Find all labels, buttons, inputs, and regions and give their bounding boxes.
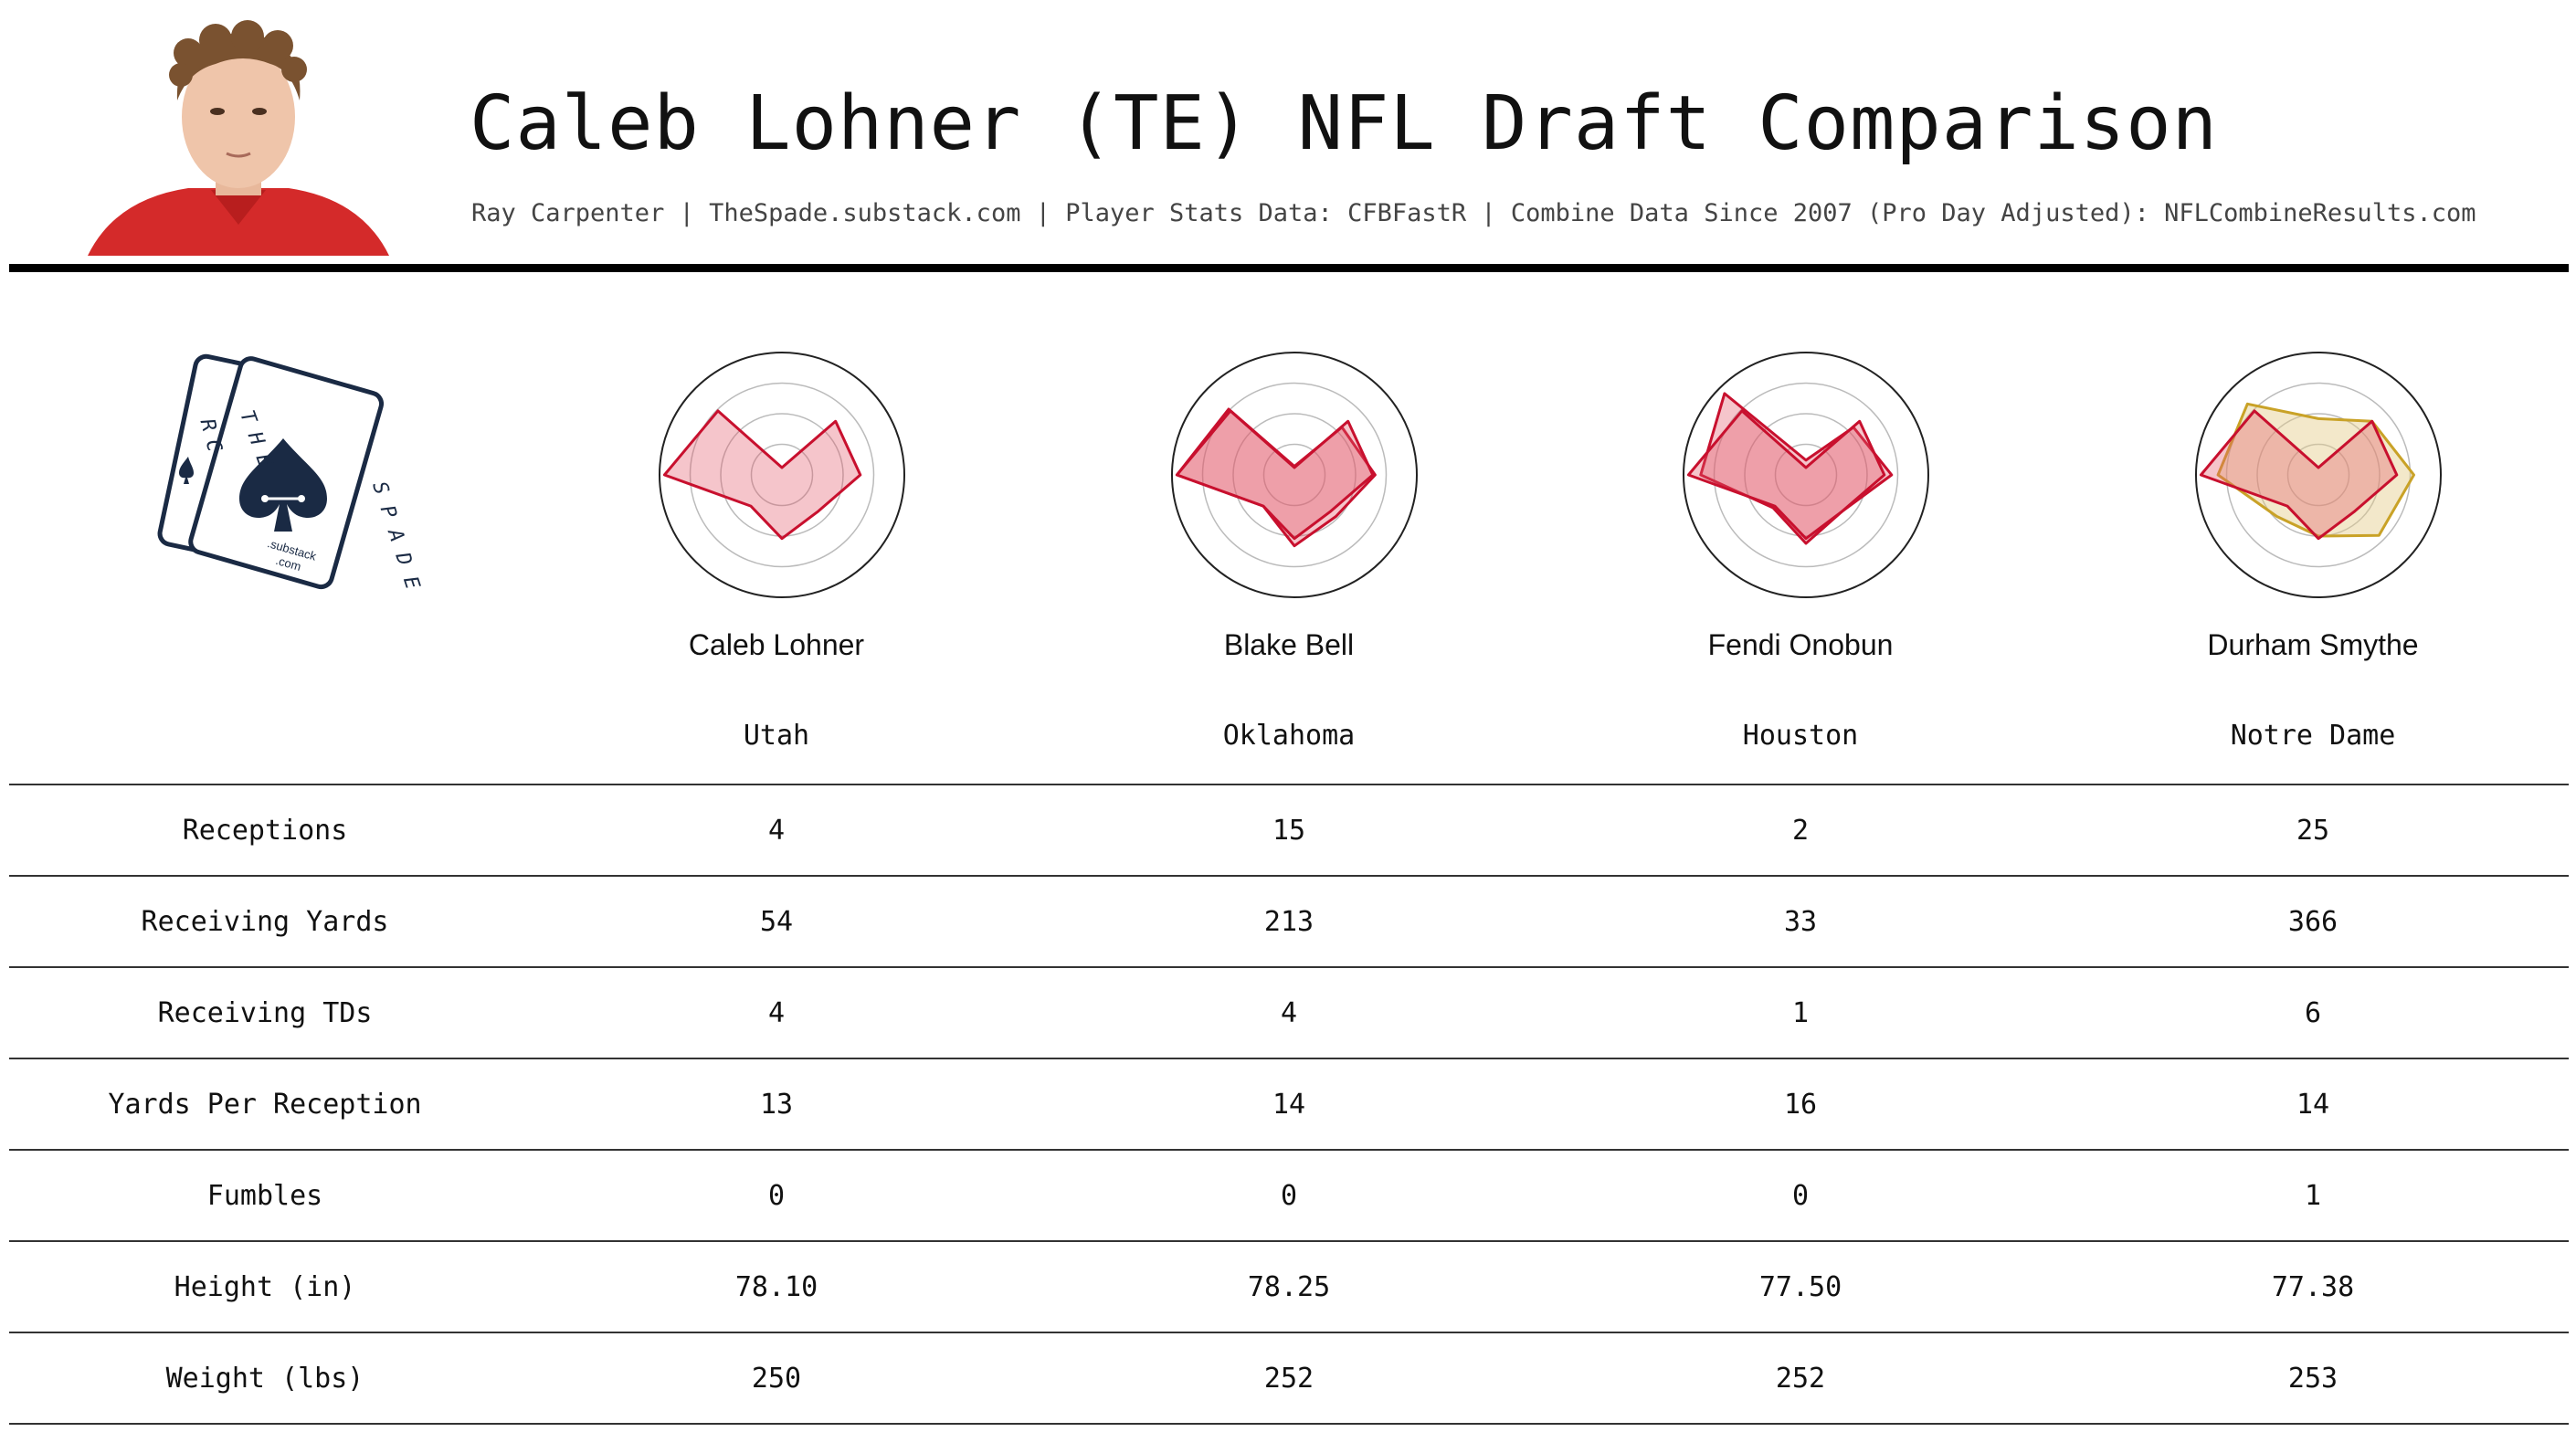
radar-grid-ring	[720, 413, 844, 537]
radar-outer-ring	[1171, 352, 1418, 598]
table-row: Receiving Yards 54 213 33 366	[9, 875, 2569, 966]
radar-grid-ring	[1232, 413, 1357, 537]
table-cell: 78.10	[734, 1271, 818, 1303]
radar-grid-ring	[1774, 443, 1838, 507]
row-label: Receptions	[182, 815, 348, 847]
radar-grid-ring	[1262, 443, 1326, 507]
radar-grid-ring	[1713, 382, 1899, 568]
radar-grid-ring	[1201, 382, 1388, 568]
player-school: Houston	[1742, 720, 1859, 752]
logo-letters-right: SPADE	[367, 479, 428, 604]
row-label: Weight (lbs)	[165, 1363, 364, 1395]
player-name: Fendi Onobun	[1707, 628, 1894, 661]
radar-series-baseline	[1686, 409, 1886, 541]
radar-chart	[659, 352, 905, 598]
stats-table: Receptions 4 15 2 25 Receiving Yards 54 213 33 36…	[9, 784, 2569, 1425]
table-cell: 0	[1280, 1180, 1298, 1212]
table-row: Height (in) 78.10 78.25 77.50 77.38	[9, 1240, 2569, 1332]
table-row: Weight (lbs) 250 252 252 253	[9, 1332, 2569, 1425]
table-cell: 4	[767, 997, 786, 1029]
radar-chart	[2195, 352, 2442, 598]
row-label: Receiving Yards	[141, 906, 389, 938]
table-cell: 250	[751, 1363, 802, 1395]
table-cell: 14	[1272, 1089, 1306, 1121]
row-label: Fumbles	[206, 1180, 323, 1212]
table-row: Fumbles 0 0 0 1	[9, 1149, 2569, 1240]
player-school: Utah	[743, 720, 810, 752]
table-cell: 252	[1775, 1363, 1826, 1395]
table-cell: 1	[2304, 1180, 2322, 1212]
table-cell: 13	[759, 1089, 794, 1121]
radar-grid-ring	[1744, 413, 1868, 537]
table-cell: 15	[1272, 815, 1306, 847]
table-cell: 253	[2287, 1363, 2338, 1395]
row-label: Receiving TDs	[157, 997, 373, 1029]
page-title: Caleb Lohner (TE) NFL Draft Comparison	[470, 80, 2218, 167]
table-cell: 16	[1783, 1089, 1818, 1121]
table-cell: 77.50	[1758, 1271, 1842, 1303]
player-name: Caleb Lohner	[688, 628, 865, 661]
row-label: Yards Per Reception	[108, 1089, 422, 1121]
radar-outer-ring	[2195, 352, 2442, 598]
header: Caleb Lohner (TE) NFL Draft Comparison R…	[0, 0, 2576, 274]
player-school: Oklahoma	[1222, 720, 1356, 752]
player-column: Blake Bell Oklahoma	[1106, 338, 1472, 758]
page-subtitle: Ray Carpenter | TheSpade.substack.com | …	[471, 199, 2476, 227]
radar-grid-ring	[689, 382, 875, 568]
radar-outer-ring	[1683, 352, 1929, 598]
radar-series-baseline	[2199, 409, 2399, 541]
table-cell: 4	[767, 815, 786, 847]
player-column: Durham Smythe Notre Dame	[2130, 338, 2496, 758]
table-cell: 14	[2296, 1089, 2330, 1121]
table-cell: 366	[2287, 906, 2338, 938]
table-row: Yards Per Reception 13 14 16 14	[9, 1058, 2569, 1149]
radar-grid-ring	[750, 443, 814, 507]
table-cell: 54	[759, 906, 794, 938]
player-headshot	[88, 16, 389, 256]
table-row: Receptions 4 15 2 25	[9, 784, 2569, 875]
player-column: Fendi Onobun Houston	[1618, 338, 1983, 758]
radar-series-baseline	[662, 409, 862, 541]
table-cell: 4	[1280, 997, 1298, 1029]
player-school: Notre Dame	[2230, 720, 2396, 752]
radar-grid-ring	[2286, 443, 2350, 507]
radar-chart	[1683, 352, 1929, 598]
row-label: Height (in)	[174, 1271, 356, 1303]
radar-grid-ring	[2225, 382, 2412, 568]
table-cell: 78.25	[1247, 1271, 1331, 1303]
table-cell: 33	[1783, 906, 1818, 938]
table-cell: 6	[2304, 997, 2322, 1029]
header-divider	[9, 264, 2569, 272]
radar-outer-ring	[659, 352, 905, 598]
table-cell: 213	[1263, 906, 1314, 938]
radar-series-comparison	[1699, 392, 1894, 545]
table-cell: 0	[1791, 1180, 1810, 1212]
player-headshot-image	[88, 20, 389, 256]
table-cell: 252	[1263, 1363, 1314, 1395]
radar-series-comparison	[1175, 407, 1377, 548]
radar-chart	[1171, 352, 1418, 598]
table-cell: 2	[1791, 815, 1810, 847]
table-cell: 0	[767, 1180, 786, 1212]
table-cell: 1	[1791, 997, 1810, 1029]
radar-series-baseline	[1175, 409, 1375, 541]
player-name: Durham Smythe	[2207, 628, 2419, 661]
logo-small-text-2: .com	[274, 553, 302, 574]
player-name: Blake Bell	[1223, 628, 1355, 661]
table-row: Receiving TDs 4 4 1 6	[9, 966, 2569, 1058]
table-cell: 25	[2296, 815, 2330, 847]
table-cell: 77.38	[2271, 1271, 2355, 1303]
player-column: Caleb Lohner Utah	[594, 338, 959, 758]
playing-cards-logo-icon: RC THE SPADE .substack .com	[157, 353, 428, 605]
the-spade-logo: RC THE SPADE .substack .com	[137, 338, 429, 612]
